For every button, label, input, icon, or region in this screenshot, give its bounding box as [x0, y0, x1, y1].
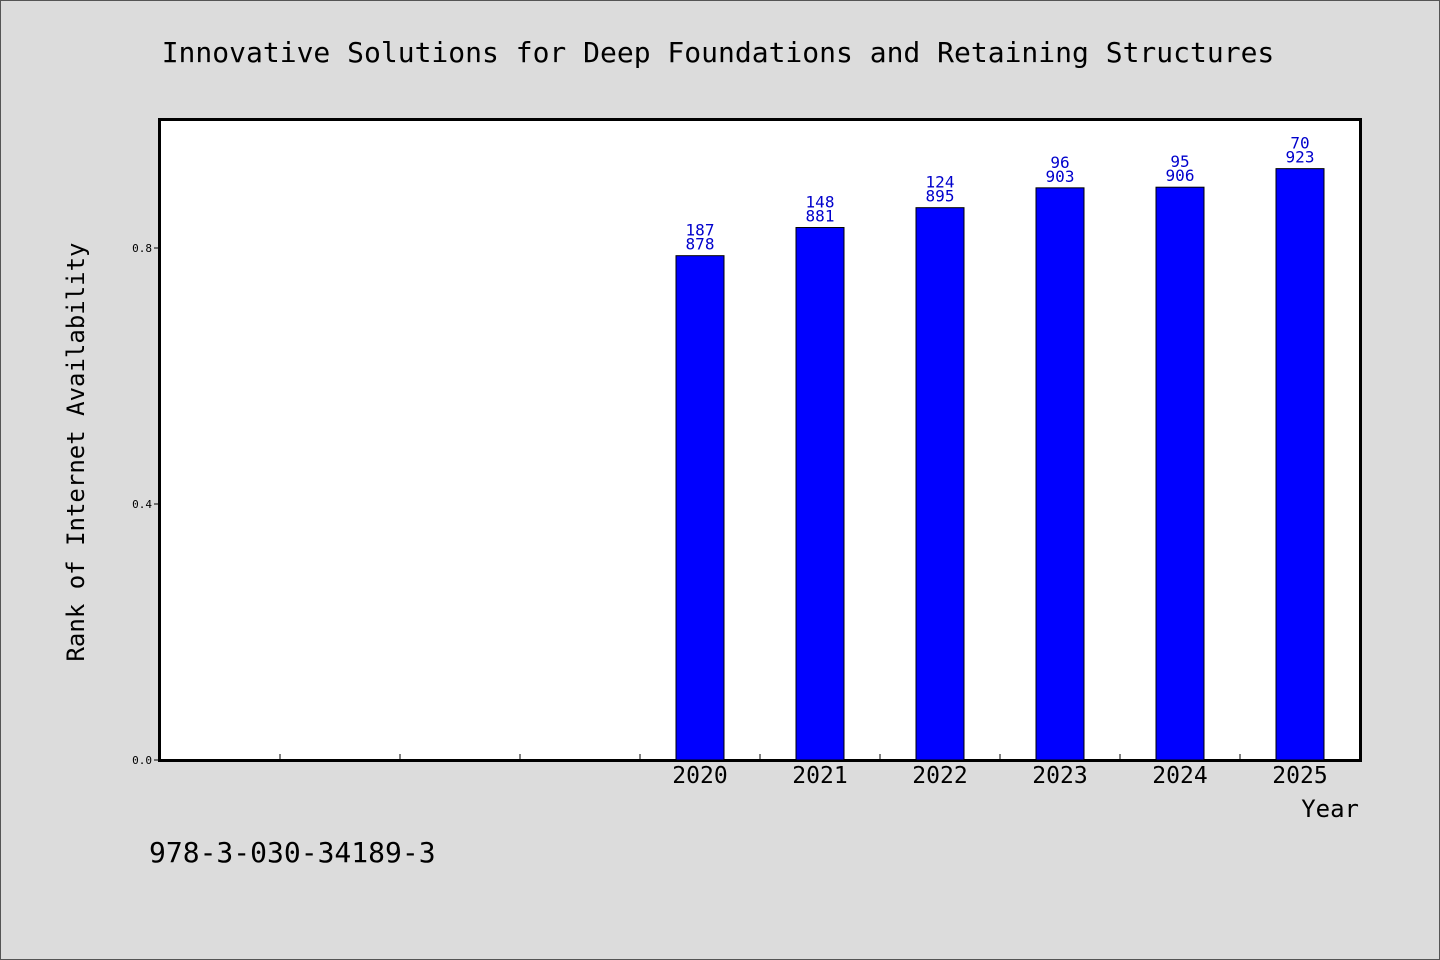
x-axis-label: Year [1301, 795, 1359, 823]
chart-title: Innovative Solutions for Deep Foundation… [162, 36, 1275, 69]
x-tick-label: 2020 [672, 763, 727, 789]
x-axis-ticks: 2020 2021 2022 2023 2024 2025 [279, 754, 1328, 789]
x-tick-label: 2022 [912, 763, 967, 789]
bar-label-rank: 96 [1050, 153, 1069, 172]
isbn-text: 978-3-030-34189-3 [149, 836, 436, 869]
y-tick-label: 0.8 [132, 242, 152, 255]
y-tick-label: 0.4 [132, 498, 152, 511]
x-tick-label: 2025 [1272, 763, 1327, 789]
bar-label-rank: 148 [806, 193, 835, 212]
bar-label-value: 903 [1046, 167, 1075, 186]
bar-label-rank: 95 [1170, 152, 1189, 171]
bar [675, 255, 725, 761]
x-tick-label: 2024 [1152, 763, 1207, 789]
y-axis-label: Rank of Internet Availability [62, 242, 90, 661]
x-tick-label: 2021 [792, 763, 847, 789]
bars-group [675, 168, 1325, 761]
bar [1155, 186, 1205, 761]
bar-label-value: 923 [1286, 148, 1315, 167]
bar-label-rank: 70 [1290, 134, 1309, 153]
bar-label-value: 878 [686, 235, 715, 254]
bar-label-value: 881 [806, 207, 835, 226]
x-tick-label: 2023 [1032, 763, 1087, 789]
bar-label-rank: 124 [926, 173, 955, 192]
bar [795, 227, 845, 761]
bar [915, 207, 965, 761]
bar [1035, 187, 1085, 761]
bar-label-rank: 187 [686, 221, 715, 240]
y-tick-label: 0.0 [132, 754, 152, 767]
bar-label-value: 906 [1166, 166, 1195, 185]
y-axis-ticks: 0.0 0.4 0.8 [132, 242, 160, 767]
bar-label-value: 895 [926, 187, 955, 206]
bar [1275, 168, 1325, 761]
